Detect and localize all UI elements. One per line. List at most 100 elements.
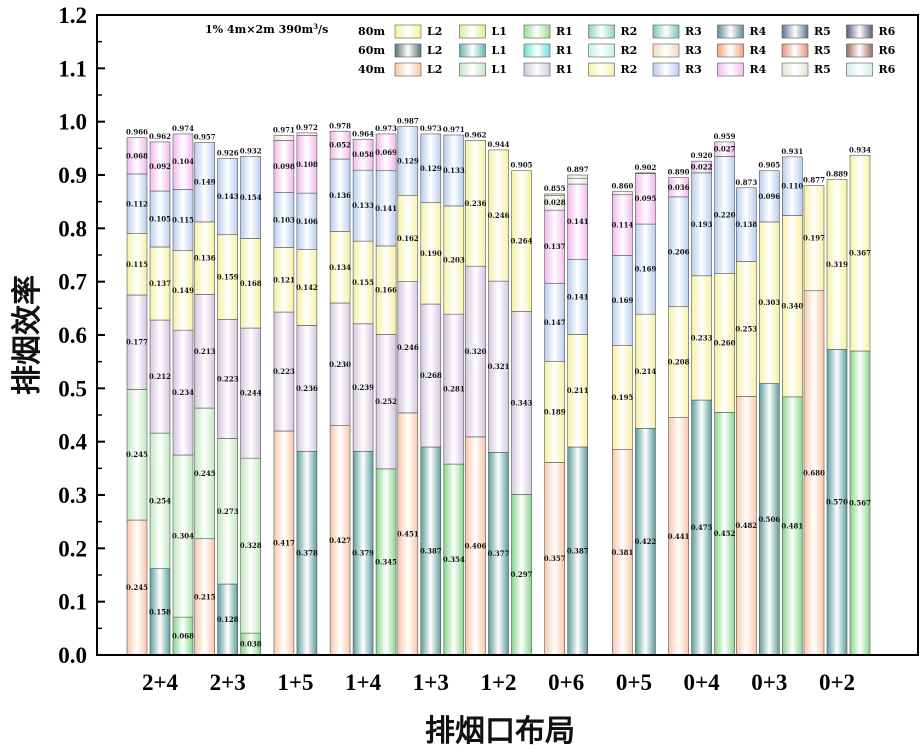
legend-swatch bbox=[459, 43, 486, 58]
y-tick-label: 0.4 bbox=[58, 430, 87, 455]
segment-label: 0.213 bbox=[194, 347, 216, 356]
segment-label: 0.417 bbox=[273, 539, 295, 548]
bar-total-label: 0.931 bbox=[781, 147, 803, 156]
legend-key-label: R5 bbox=[814, 44, 831, 57]
segment-label: 0.441 bbox=[668, 532, 690, 541]
segment-label: 0.328 bbox=[240, 541, 262, 550]
segment-label: 0.052 bbox=[329, 141, 351, 150]
segment-label: 0.104 bbox=[172, 157, 194, 166]
x-axis-title: 排烟口布局 bbox=[425, 714, 575, 749]
segment-label: 0.244 bbox=[240, 389, 262, 398]
bar-segment bbox=[273, 135, 295, 141]
legend-key-label: R5 bbox=[814, 63, 831, 76]
segment-label: 0.036 bbox=[668, 183, 690, 192]
bar-segment bbox=[126, 137, 148, 175]
legend-key-label: R2 bbox=[621, 25, 638, 38]
segment-label: 0.680 bbox=[803, 468, 825, 477]
segment-label: 0.321 bbox=[488, 362, 510, 371]
segment-label: 0.254 bbox=[149, 496, 171, 505]
legend-swatch bbox=[459, 62, 486, 77]
segment-label: 0.110 bbox=[781, 182, 803, 191]
segment-label: 0.203 bbox=[443, 256, 465, 265]
bar-segment bbox=[635, 172, 656, 174]
bar-total-label: 0.971 bbox=[443, 125, 465, 134]
bar-total-label: 0.987 bbox=[397, 116, 419, 125]
bar-total-label: 0.934 bbox=[849, 145, 871, 154]
legend-key-label: R4 bbox=[750, 44, 767, 57]
legend-key-label: R3 bbox=[685, 63, 702, 76]
legend-key-label: L2 bbox=[427, 44, 442, 57]
legend-key-label: L1 bbox=[492, 44, 507, 57]
segment-label: 0.038 bbox=[240, 640, 262, 649]
segment-label: 0.133 bbox=[352, 201, 374, 210]
segment-label: 0.357 bbox=[544, 554, 566, 563]
legend-swatch bbox=[588, 62, 615, 77]
x-tick-label: 1+2 bbox=[480, 670, 516, 695]
segment-label: 0.212 bbox=[149, 372, 171, 381]
segment-label: 0.246 bbox=[488, 211, 510, 220]
segment-label: 0.303 bbox=[758, 298, 780, 307]
legend-row-label: 80m bbox=[358, 25, 385, 38]
y-tick-label: 0.7 bbox=[58, 270, 87, 295]
segment-label: 0.154 bbox=[240, 193, 262, 202]
x-tick-label: 0+2 bbox=[819, 670, 855, 695]
segment-label: 0.197 bbox=[803, 234, 825, 243]
segment-label: 0.158 bbox=[149, 607, 171, 616]
segment-label: 0.246 bbox=[397, 343, 419, 352]
segment-label: 0.028 bbox=[544, 198, 566, 207]
legend-key-label: R3 bbox=[685, 25, 702, 38]
segment-label: 0.452 bbox=[714, 529, 736, 538]
legend-swatch bbox=[459, 24, 486, 39]
scenario-label: 1% 4m×2m 390m3/s bbox=[205, 22, 329, 36]
segment-label: 0.142 bbox=[296, 283, 318, 292]
segment-label: 0.340 bbox=[781, 302, 803, 311]
legend-swatch bbox=[717, 24, 744, 39]
segment-label: 0.189 bbox=[544, 408, 566, 417]
segment-label: 0.236 bbox=[465, 199, 487, 208]
bar-total-label: 0.905 bbox=[511, 161, 533, 170]
segment-label: 0.387 bbox=[567, 547, 589, 556]
bar-total-label: 0.966 bbox=[126, 128, 148, 137]
bar-segment bbox=[465, 140, 486, 267]
segment-label: 0.422 bbox=[634, 537, 656, 546]
legend-swatch bbox=[394, 24, 422, 39]
segment-label: 0.141 bbox=[375, 204, 397, 213]
bar-total-label: 0.902 bbox=[634, 163, 656, 172]
segment-label: 0.092 bbox=[149, 162, 171, 171]
segment-label: 0.481 bbox=[781, 521, 803, 530]
bar-total-label: 0.890 bbox=[668, 168, 690, 177]
bar-segment bbox=[149, 141, 171, 192]
bar-total-label: 0.971 bbox=[273, 126, 295, 135]
legend-key-label: R6 bbox=[879, 25, 896, 38]
legend-key-label: R1 bbox=[556, 63, 573, 76]
segment-label: 0.169 bbox=[634, 265, 656, 274]
x-tick-label: 2+3 bbox=[210, 670, 246, 695]
legend-swatch bbox=[846, 43, 873, 58]
segment-label: 0.169 bbox=[611, 296, 633, 305]
segment-label: 0.482 bbox=[735, 521, 757, 530]
bar-segment bbox=[668, 177, 689, 198]
segment-label: 0.381 bbox=[611, 548, 633, 557]
bar-segment bbox=[352, 138, 374, 171]
legend-key-label: L1 bbox=[492, 25, 507, 38]
segment-label: 0.115 bbox=[126, 260, 148, 269]
segment-label: 0.234 bbox=[172, 388, 194, 397]
bar-total-label: 0.905 bbox=[758, 161, 780, 170]
segment-label: 0.098 bbox=[273, 162, 295, 171]
bar-segment bbox=[849, 154, 871, 352]
segment-label: 0.068 bbox=[172, 632, 194, 641]
segment-label: 0.114 bbox=[611, 221, 633, 230]
bar-segment bbox=[172, 133, 194, 190]
bar-total-label: 0.926 bbox=[217, 148, 239, 157]
bar-segment bbox=[803, 185, 825, 292]
segment-label: 0.379 bbox=[352, 549, 374, 558]
y-tick-label: 1.0 bbox=[58, 110, 87, 135]
segment-label: 0.137 bbox=[544, 242, 566, 251]
x-tick-label: 0+4 bbox=[684, 670, 721, 695]
legend-swatch bbox=[523, 62, 551, 77]
y-axis-title-wrap: 排烟效率 bbox=[0, 185, 45, 485]
x-tick-label: 0+6 bbox=[548, 670, 584, 695]
bar-segment bbox=[420, 133, 442, 204]
legend-swatch bbox=[523, 24, 551, 39]
